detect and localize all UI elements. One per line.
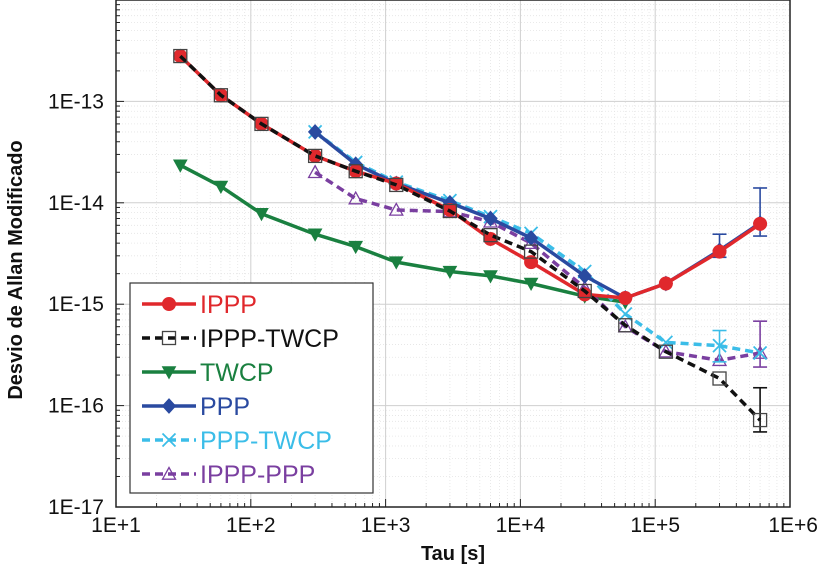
data-point-twcp xyxy=(523,277,539,292)
legend-item-ippp: IPPP xyxy=(142,291,257,319)
data-point-ippp-twcp xyxy=(442,203,458,219)
data-point-ppp-twcp xyxy=(658,335,674,350)
x-tick-label: 1E+2 xyxy=(226,514,276,537)
data-point-twcp xyxy=(213,180,229,194)
y-tick-label: 1E-16 xyxy=(48,395,104,418)
y-tick-label: 1E-14 xyxy=(48,192,104,215)
legend-label: PPP-TWCP xyxy=(200,427,332,455)
legend-item-twcp: TWCP xyxy=(142,359,274,387)
data-point-ppp-twcp xyxy=(712,338,727,353)
data-point-ippp-twcp xyxy=(577,283,592,299)
x-tick-label: 1E+4 xyxy=(496,514,546,537)
x-tick-label: 1E+1 xyxy=(91,514,141,537)
data-point-ippp xyxy=(712,244,727,259)
legend-item-ppp-twcp: PPP-TWCP xyxy=(142,427,332,455)
series-ippp xyxy=(173,49,768,306)
data-point-ippp-ppp xyxy=(348,190,364,205)
data-point-twcp xyxy=(442,265,458,280)
data-point-ippp-ppp xyxy=(307,164,323,179)
data-point-ippp-twcp xyxy=(523,244,539,259)
legend-label: IPPP-TWCP xyxy=(200,325,339,353)
data-point-ppp xyxy=(307,124,323,140)
data-point-ppp xyxy=(483,210,498,227)
legend-marker xyxy=(161,466,177,480)
legend-marker xyxy=(162,297,176,311)
legend-label: IPPP-PPP xyxy=(200,461,315,489)
data-point-twcp xyxy=(388,256,404,270)
series-ippp-twcp xyxy=(173,48,768,433)
y-axis-title: Desvio de Allan Modificado xyxy=(5,140,27,399)
legend-marker xyxy=(161,366,177,380)
legend-marker xyxy=(161,398,177,414)
data-point-ippp-ppp xyxy=(711,352,728,367)
y-tick-label: 1E-15 xyxy=(48,293,104,316)
plot-frame xyxy=(115,0,791,508)
data-point-ippp-ppp xyxy=(752,345,768,359)
legend-label: TWCP xyxy=(200,359,274,387)
tick-marks xyxy=(115,4,785,508)
x-tick-label: 1E+6 xyxy=(768,514,818,537)
data-point-ippp xyxy=(753,216,768,231)
data-point-ippp-twcp xyxy=(483,227,498,243)
data-point-ippp-twcp xyxy=(173,48,188,64)
legend-box xyxy=(129,282,374,494)
x-axis-title: Tau [s] xyxy=(421,543,485,565)
legend-marker xyxy=(161,330,177,346)
data-point-ippp-twcp xyxy=(658,344,674,359)
y-tick-labels: 1E-13 1E-14 1E-15 1E-16 1E-17 xyxy=(48,90,104,519)
data-point-ppp-twcp xyxy=(752,345,768,361)
data-point-ippp-ppp xyxy=(658,343,674,358)
data-point-ippp xyxy=(618,291,633,306)
legend-item-ippp-twcp: IPPP-TWCP xyxy=(142,325,339,353)
data-point-ippp-ppp xyxy=(523,235,539,250)
data-point-ippp-twcp xyxy=(618,318,633,333)
data-point-twcp xyxy=(254,208,269,222)
data-point-ippp-twcp xyxy=(254,116,269,132)
data-point-twcp xyxy=(307,228,323,242)
data-point-twcp xyxy=(172,159,188,173)
legend-item-ippp-ppp: IPPP-PPP xyxy=(142,461,315,489)
series-line-ippp xyxy=(179,54,762,300)
x-tick-labels: 1E+1 1E+2 1E+3 1E+4 1E+5 1E+6 xyxy=(91,514,818,537)
series-layer xyxy=(172,48,768,433)
x-tick-label: 1E+5 xyxy=(630,514,680,537)
series-line-ppp xyxy=(314,130,762,300)
legend-label: IPPP xyxy=(200,291,257,319)
legend-item-ppp: PPP xyxy=(142,393,250,421)
data-point-twcp xyxy=(483,270,498,284)
data-point-ippp xyxy=(524,255,539,270)
data-point-ippp-ppp xyxy=(388,202,404,216)
data-point-ippp-twcp xyxy=(389,177,404,193)
data-point-ippp-twcp xyxy=(307,148,323,164)
data-point-ippp-twcp xyxy=(213,88,229,103)
y-tick-label: 1E-13 xyxy=(48,90,104,113)
data-point-ippp-twcp xyxy=(348,164,363,179)
data-point-ppp xyxy=(577,268,592,284)
data-point-twcp xyxy=(348,240,364,255)
y-tick-label: 1E-17 xyxy=(48,496,104,519)
legend-marker xyxy=(161,432,177,448)
legend: IPPP IPPP-TWCP TWCP PPP PPP-TWCP IPPP-PPP xyxy=(129,282,374,494)
series-line-ippp-ppp xyxy=(314,170,761,363)
data-point-ippp-twcp xyxy=(712,371,727,386)
x-tick-label: 1E+3 xyxy=(361,514,411,537)
legend-label: PPP xyxy=(200,393,250,421)
data-point-ippp-twcp xyxy=(752,412,768,428)
data-point-ippp xyxy=(658,276,673,291)
